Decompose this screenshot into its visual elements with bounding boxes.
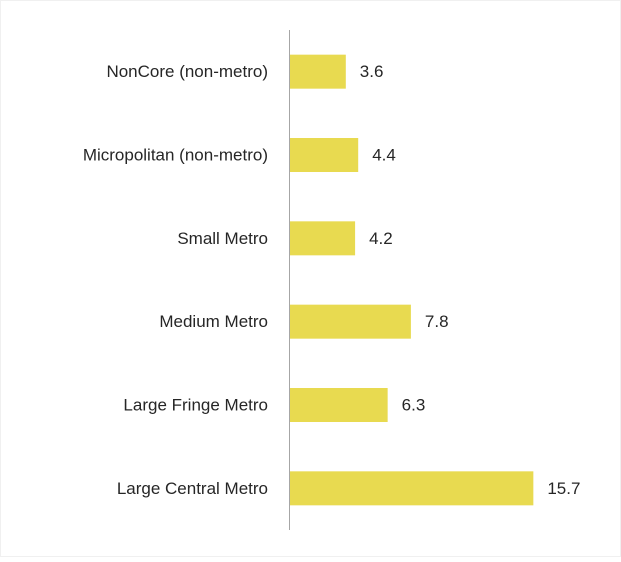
data-label: 15.7 xyxy=(547,479,580,498)
bar xyxy=(290,388,388,422)
bar xyxy=(290,471,534,506)
category-label: Large Fringe Metro xyxy=(123,395,268,414)
category-label: Small Metro xyxy=(177,229,268,248)
bar xyxy=(290,304,411,339)
bar xyxy=(290,54,346,89)
category-label: Large Central Metro xyxy=(117,479,268,498)
bar xyxy=(290,138,359,172)
data-label: 4.4 xyxy=(372,145,396,164)
category-label: Medium Metro xyxy=(159,312,268,331)
bar xyxy=(290,221,356,256)
data-label: 7.8 xyxy=(425,312,449,331)
category-label: Micropolitan (non-metro) xyxy=(83,145,268,164)
data-label: 3.6 xyxy=(360,62,384,81)
data-label: 4.2 xyxy=(369,229,393,248)
category-label: NonCore (non-metro) xyxy=(106,62,268,81)
data-label: 6.3 xyxy=(402,395,426,414)
